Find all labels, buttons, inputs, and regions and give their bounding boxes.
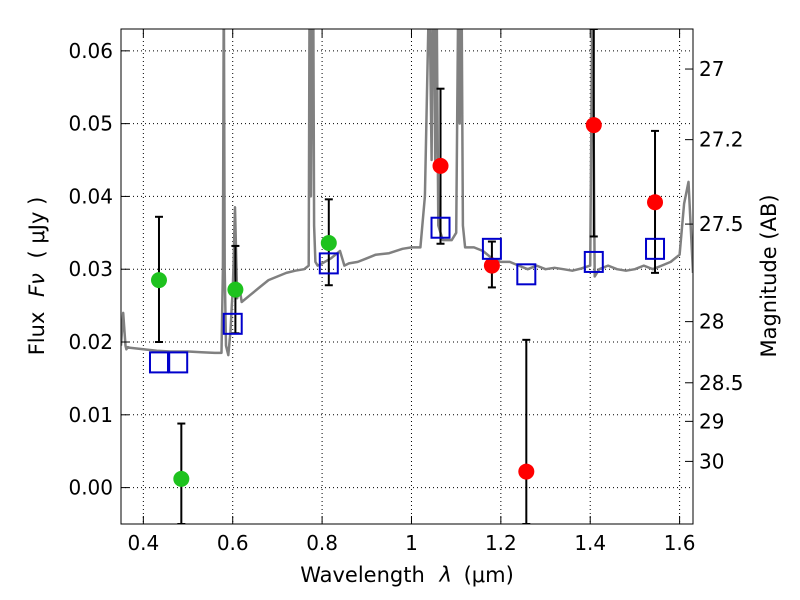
red-photometry-marker xyxy=(483,257,500,274)
y-tick-label: 0.06 xyxy=(68,39,113,63)
model-photometry-marker xyxy=(148,351,169,374)
model-photometry-marker xyxy=(516,263,537,286)
red-photometry-marker xyxy=(585,117,602,134)
y-axis-label-symbol: Fν xyxy=(25,273,49,297)
green-photometry-marker xyxy=(150,272,167,289)
x-axis-label-symbol: λ xyxy=(438,563,451,587)
y-tick-label: 0.01 xyxy=(68,403,113,427)
model-photometry-marker xyxy=(222,312,243,335)
right-tick-label: 30 xyxy=(699,449,724,473)
x-axis: 0.4 0.6 0.8 1 1.2 1.4 1.6 xyxy=(127,29,696,555)
y-axis-label-prefix: Flux xyxy=(25,312,49,356)
red-photometry-marker xyxy=(647,194,664,211)
x-axis-label: Wavelength λ (μm) xyxy=(300,563,514,587)
right-tick-label: 27.2 xyxy=(699,128,744,152)
model-photometry-marker xyxy=(430,216,451,239)
green-photometry-marker xyxy=(320,235,337,252)
right-tick-label: 27.5 xyxy=(699,212,744,236)
model-photometry-marker xyxy=(645,237,666,260)
right-tick-label: 28 xyxy=(699,310,724,334)
y-axis-label-unit: ( μJy ) xyxy=(25,197,49,259)
green-photometry-marker xyxy=(227,281,244,298)
x-axis-label-prefix: Wavelength xyxy=(300,563,425,587)
model-photometry-marker xyxy=(583,250,604,273)
y-tick-label: 0.02 xyxy=(68,330,113,354)
right-magnitude-axis: 27 27.2 27.5 28 28.5 29 30 xyxy=(685,57,744,473)
y-axis: 0.00 0.01 0.02 0.03 0.04 0.05 0.06 xyxy=(68,39,129,500)
plot-content xyxy=(121,29,693,524)
x-tick-label: 0.8 xyxy=(306,531,338,555)
model-spectrum-line xyxy=(121,29,693,357)
plot-frame xyxy=(120,28,694,525)
right-tick-label: 28.5 xyxy=(699,371,744,395)
x-tick-label: 0.4 xyxy=(127,531,159,555)
x-axis-label-unit: (μm) xyxy=(464,563,514,587)
x-tick-label: 0.6 xyxy=(217,531,249,555)
y-axis-label: Flux Fν ( μJy ) xyxy=(25,197,49,356)
data-markers xyxy=(148,117,666,487)
right-tick-label: 27 xyxy=(699,57,724,81)
model-photometry-marker xyxy=(481,237,502,260)
y-tick-label: 0.05 xyxy=(68,112,113,136)
right-tick-label: 29 xyxy=(699,409,724,433)
y-tick-label: 0.03 xyxy=(68,257,113,281)
plot-background xyxy=(121,29,693,524)
x-tick-label: 1 xyxy=(405,531,418,555)
y-tick-label: 0.00 xyxy=(68,476,113,500)
right-axis-label: Magnitude (AB) xyxy=(757,194,781,357)
x-tick-label: 1.6 xyxy=(664,531,696,555)
red-photometry-marker xyxy=(432,157,449,174)
red-photometry-marker xyxy=(518,463,535,480)
green-photometry-marker xyxy=(173,470,190,487)
x-tick-label: 1.4 xyxy=(574,531,606,555)
model-photometry-marker xyxy=(318,252,339,275)
y-tick-label: 0.04 xyxy=(68,184,113,208)
model-photometry-marker xyxy=(168,351,189,374)
x-tick-label: 1.2 xyxy=(485,531,517,555)
